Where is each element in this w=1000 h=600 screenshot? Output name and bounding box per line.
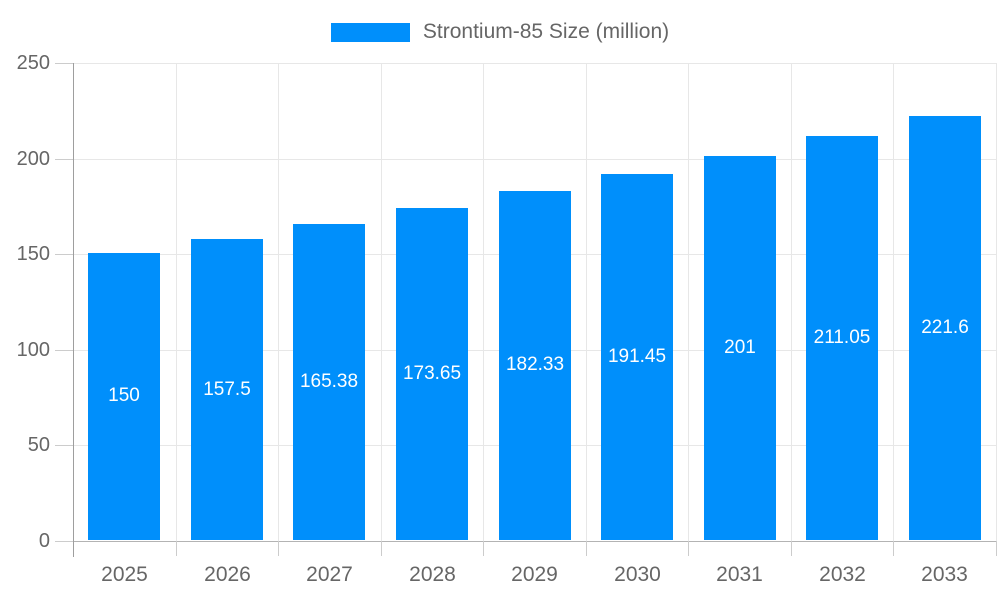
gridline-vertical [381, 63, 382, 541]
y-axis-tick [55, 350, 73, 351]
bar-value-label: 165.38 [299, 371, 359, 392]
y-axis-line [73, 63, 74, 557]
gridline-vertical [893, 63, 894, 541]
bar[interactable]: 165.38 [293, 224, 365, 540]
x-axis-label: 2030 [614, 563, 661, 586]
bar[interactable]: 157.5 [191, 239, 263, 540]
y-axis-tick [55, 541, 73, 542]
bar-value-label: 182.33 [505, 354, 565, 375]
y-axis-label: 150 [16, 243, 50, 265]
plot-area: 150 157.5 165.38 173.65 182.33 191.45 201 211.0… [73, 63, 997, 542]
bar-value-label: 150 [108, 385, 140, 406]
x-axis-tick [688, 541, 689, 556]
x-axis-label: 2033 [921, 563, 968, 586]
y-axis-tick [55, 445, 73, 446]
bar-value-label: 191.45 [607, 346, 667, 367]
bar[interactable]: 150 [88, 253, 160, 540]
x-axis-tick [381, 541, 382, 556]
bar-value-label: 201 [724, 337, 756, 358]
x-axis-tick [176, 541, 177, 556]
x-axis-label: 2031 [716, 563, 763, 586]
gridline-vertical [176, 63, 177, 541]
gridline-vertical [278, 63, 279, 541]
y-axis-label: 50 [27, 434, 50, 456]
gridline-vertical [483, 63, 484, 541]
legend[interactable]: Strontium-85 Size (million) [0, 18, 1000, 46]
x-axis-label: 2026 [204, 563, 251, 586]
legend-marker-icon [330, 22, 410, 42]
x-axis-label: 2029 [511, 563, 558, 586]
y-axis-label: 200 [16, 148, 50, 170]
y-axis-tick [55, 254, 73, 255]
bar-value-label: 221.6 [921, 317, 969, 338]
gridline-horizontal [73, 63, 996, 64]
x-axis-tick [996, 541, 997, 556]
x-axis-tick [278, 541, 279, 556]
bar[interactable]: 182.33 [499, 191, 571, 540]
bar[interactable]: 173.65 [396, 208, 468, 540]
y-axis-tick [55, 159, 73, 160]
x-axis-label: 2025 [101, 563, 148, 586]
bar[interactable]: 221.6 [909, 116, 981, 540]
y-axis-label: 100 [16, 339, 50, 361]
bar[interactable]: 211.05 [806, 136, 878, 540]
bar[interactable]: 201 [704, 156, 776, 540]
bar-value-label: 211.05 [813, 327, 871, 348]
x-axis-tick [893, 541, 894, 556]
bar-value-label: 157.5 [203, 379, 251, 400]
x-axis-label: 2027 [306, 563, 353, 586]
x-axis-label: 2028 [409, 563, 456, 586]
gridline-horizontal [73, 158, 996, 160]
x-axis-line [73, 541, 996, 542]
bar[interactable]: 191.45 [601, 174, 673, 540]
x-axis-tick [586, 541, 587, 556]
x-axis-tick [791, 541, 792, 556]
bar-value-label: 173.65 [402, 363, 462, 384]
gridline-vertical [791, 63, 792, 541]
y-axis-tick [55, 63, 73, 64]
y-axis-label: 0 [38, 530, 50, 552]
gridline-vertical [996, 63, 997, 541]
x-axis-tick [483, 541, 484, 556]
x-axis-label: 2032 [819, 563, 866, 586]
legend-label: Strontium-85 Size (million) [422, 20, 670, 43]
y-axis-label: 250 [16, 52, 50, 74]
gridline-vertical [688, 63, 689, 541]
gridline-vertical [586, 63, 587, 541]
